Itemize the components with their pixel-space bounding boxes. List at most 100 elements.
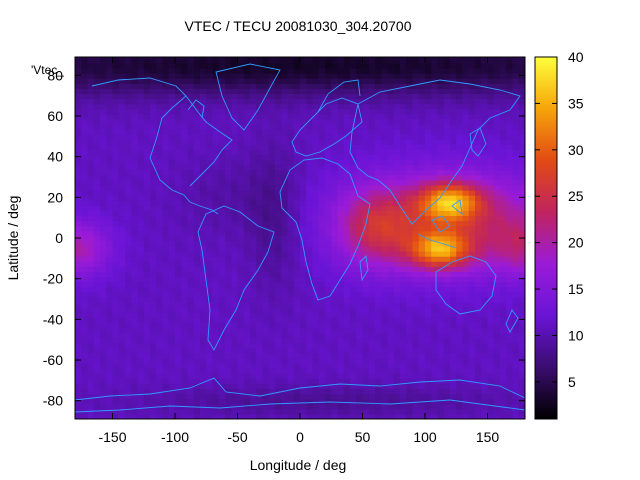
heatmap-cell [75,393,82,400]
heatmap-cell [112,225,120,232]
heatmap-cell [300,159,307,166]
heatmap-cell [306,154,313,161]
heatmap-cell [218,388,226,394]
heatmap-cell [356,73,363,79]
heatmap-cell [106,256,113,262]
heatmap-cell [100,302,107,308]
heatmap-cell [425,164,432,171]
heatmap-cell [93,144,101,150]
heatmap-cell [493,317,501,323]
heatmap-cell [125,393,132,400]
heatmap-cell [256,154,263,161]
heatmap-cell [412,352,420,359]
heatmap-cell [281,256,288,262]
heatmap-cell [75,347,82,354]
heatmap-cell [331,388,338,394]
heatmap-cell [212,357,220,364]
heatmap-cell [493,63,501,69]
heatmap-cell [193,312,201,318]
heatmap-cell [131,327,138,333]
heatmap-cell [406,169,413,176]
heatmap-cell [162,352,170,359]
heatmap-cell [193,327,201,333]
heatmap-cell [100,180,107,186]
heatmap-cell [118,322,126,328]
heatmap-cell [468,210,476,217]
heatmap-cell [106,408,113,415]
heatmap-cell [193,317,201,323]
heatmap-cell [243,113,251,120]
heatmap-cell [343,235,351,242]
heatmap-cell [218,210,226,217]
heatmap-cell [131,195,138,201]
heatmap-cell [425,190,432,196]
heatmap-cell [131,205,138,211]
heatmap-cell [325,327,332,333]
heatmap-cell [456,124,463,130]
heatmap-cell [106,347,113,354]
heatmap-cell [406,68,413,74]
heatmap-cell [412,144,420,150]
heatmap-cell [481,413,488,420]
heatmap-cell [387,129,395,135]
heatmap-cell [268,119,276,125]
heatmap-cell [112,383,120,389]
heatmap-cell [475,286,482,293]
heatmap-cell [318,88,326,94]
heatmap-cell [162,98,170,105]
heatmap-cell [493,302,501,308]
heatmap-cell [412,169,420,176]
heatmap-cell [368,225,376,232]
heatmap-cell [231,73,238,79]
heatmap-cell [381,93,388,100]
heatmap-cell [75,352,82,359]
heatmap-cell [350,73,357,79]
heatmap-cell [193,57,201,59]
heatmap-cell [237,286,245,293]
heatmap-cell [162,78,170,84]
heatmap-cell [500,68,507,74]
heatmap-cell [181,307,188,313]
heatmap-cell [475,124,482,130]
heatmap-cell [381,210,388,217]
heatmap-cell [375,271,382,278]
heatmap-cell [237,383,245,389]
heatmap-cell [481,220,488,227]
heatmap-cell [112,98,120,105]
heatmap-cell [418,108,426,115]
heatmap-cell [456,215,463,222]
heatmap-cell [356,174,363,181]
heatmap-cell [256,312,263,318]
heatmap-cell [325,246,332,252]
heatmap-cell [112,403,120,410]
heatmap-cell [462,58,470,64]
heatmap-cell [200,195,207,201]
heatmap-cell [381,317,388,323]
heatmap-cell [118,235,126,242]
heatmap-cell [125,357,132,364]
heatmap-cell [287,169,295,176]
heatmap-cell [375,368,382,374]
heatmap-cell [156,63,163,69]
heatmap-cell [362,322,370,328]
heatmap-cell [456,159,463,166]
heatmap-cell [118,68,126,74]
heatmap-cell [500,180,507,186]
heatmap-cell [131,398,138,405]
heatmap-cell [331,134,338,140]
heatmap-cell [206,342,213,349]
heatmap-cell [268,413,276,420]
heatmap-cell [275,119,282,125]
heatmap-cell [306,408,313,415]
heatmap-cell [431,307,438,313]
heatmap-cell [437,347,445,354]
heatmap-cell [143,363,151,369]
heatmap-cell [475,347,482,354]
heatmap-cell [468,185,476,191]
heatmap-cell [362,113,370,120]
heatmap-cell [350,302,357,308]
heatmap-cell [250,286,257,293]
heatmap-cell [331,307,338,313]
heatmap-cell [162,398,170,405]
heatmap-cell [237,251,245,257]
